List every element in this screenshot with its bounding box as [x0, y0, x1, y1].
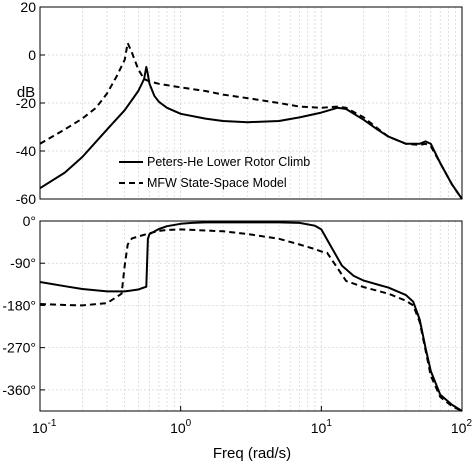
- phase-y-tick-labels: 0° -90° -180° -270° -360°: [2, 213, 45, 398]
- x-tick-label: 10-1: [32, 418, 57, 436]
- series-line-peters-he: [39, 66, 463, 200]
- x-tick-label: 101: [311, 418, 333, 436]
- magnitude-y-tick-labels: 20 0 -20 -40 -60: [16, 0, 45, 207]
- y-tick-label: -40: [16, 143, 36, 159]
- phase-x-axis-label: Freq (rad/s): [213, 445, 291, 462]
- legend-label-peters-he: Peters-He Lower Rotor Climb: [147, 155, 310, 169]
- y-tick-label: -180°: [2, 297, 36, 313]
- magnitude-axes-frame: [39, 6, 463, 200]
- y-tick-label: -90°: [10, 255, 36, 271]
- y-tick-label: -60: [16, 191, 36, 207]
- y-tick-label: -360°: [2, 382, 36, 398]
- magnitude-y-axis-label: dB: [17, 84, 35, 101]
- phase-grid: [40, 221, 462, 411]
- magnitude-grid: [40, 7, 462, 199]
- series-line-peters-he: [39, 221, 463, 412]
- y-tick-label: 20: [20, 0, 36, 15]
- y-tick-label: -270°: [2, 340, 36, 356]
- x-tick-label: 100: [170, 418, 192, 436]
- legend: Peters-He Lower Rotor Climb MFW State-Sp…: [119, 155, 310, 190]
- legend-label-mfw: MFW State-Space Model: [147, 176, 287, 190]
- series-line-mfw: [39, 228, 463, 412]
- phase-axes-frame: [39, 220, 463, 412]
- y-tick-label: 0: [28, 47, 36, 63]
- phase-series: [39, 221, 463, 412]
- y-tick-label: -20: [16, 95, 36, 111]
- y-tick-label: 0°: [23, 213, 36, 229]
- x-tick-label: 102: [451, 418, 473, 436]
- series-line-mfw: [39, 42, 463, 200]
- magnitude-series: [39, 42, 463, 200]
